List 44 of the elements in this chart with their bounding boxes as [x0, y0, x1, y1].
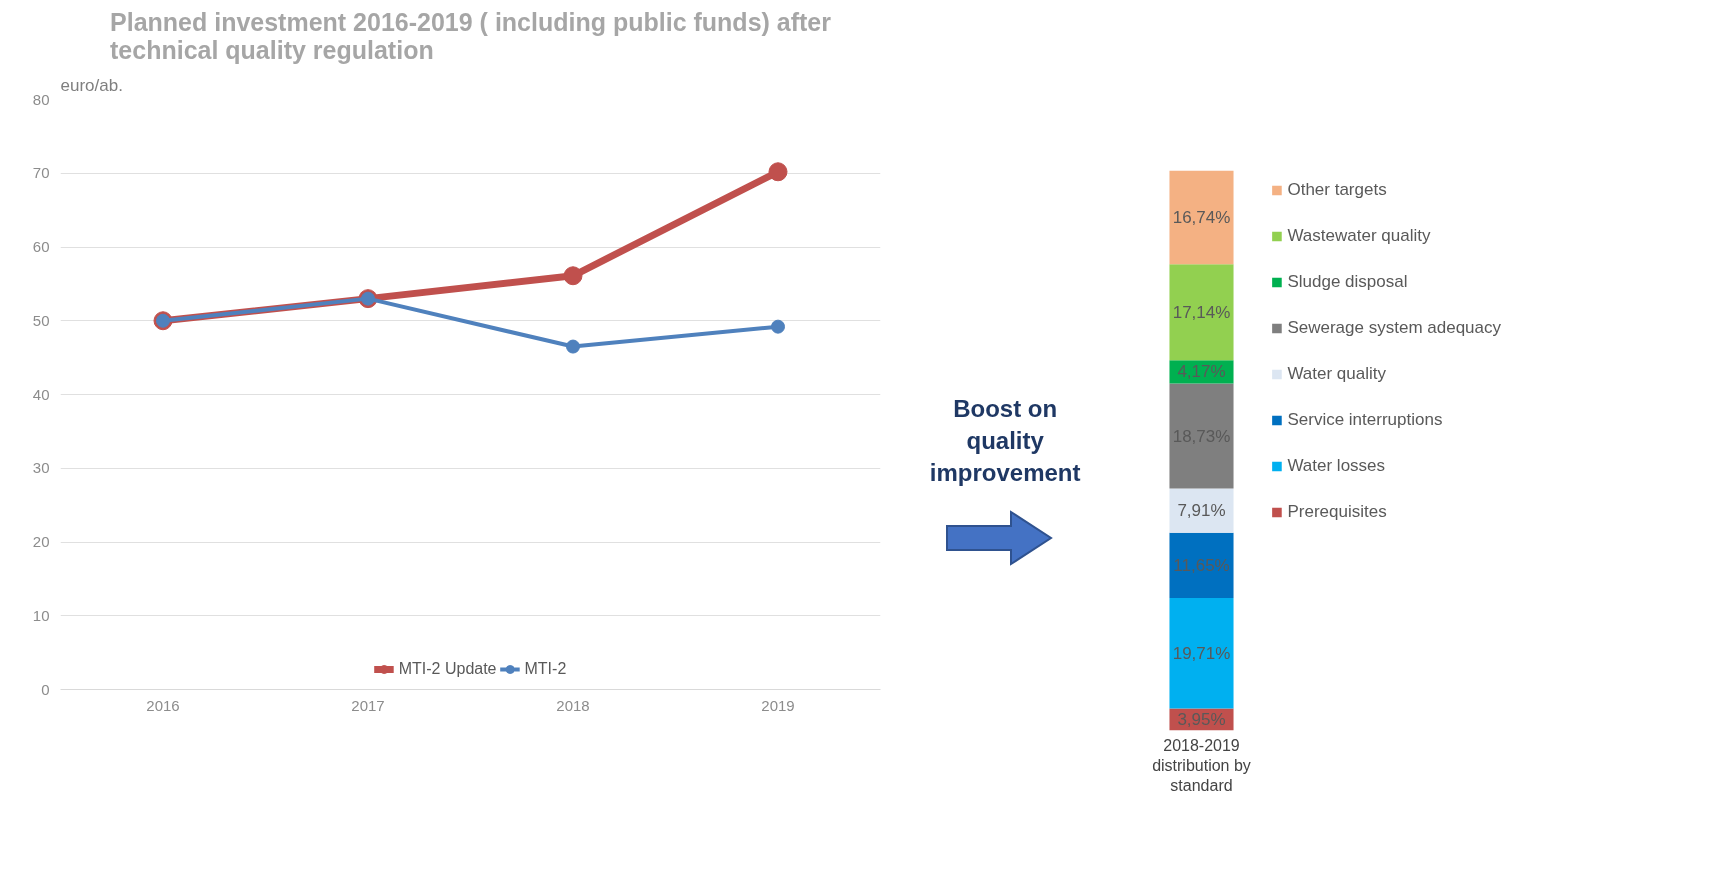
x-tick-label: 2017 — [351, 696, 385, 714]
y-tick-label: 20 — [32, 533, 50, 550]
bar — [1169, 383, 1234, 489]
x-tick-label: 2018 — [556, 696, 590, 714]
text: Boost on quality improvement — [929, 394, 1081, 487]
legend-label: Sewerage system adequacy — [1287, 318, 1501, 338]
data-label: 11,65% — [1173, 555, 1230, 575]
bar — [1169, 488, 1234, 533]
x-tick-label: 2019 — [761, 696, 795, 714]
legend-label: MTI-2 — [524, 660, 567, 678]
y-tick-label: 50 — [32, 311, 50, 329]
data-label: 3,95% — [1177, 709, 1226, 729]
bar — [1169, 264, 1234, 361]
legend-label: Sludge disposal — [1287, 272, 1408, 292]
legend-label: Other targets — [1287, 180, 1387, 200]
bar — [1169, 532, 1234, 598]
y-tick-label: 80 — [32, 90, 50, 108]
data-label: 7,91% — [1177, 501, 1226, 521]
legend-label: Water quality — [1287, 364, 1387, 384]
legend-label: Water losses — [1287, 456, 1386, 476]
chart-title: Planned investment 2016-2019 ( including public funds) after technical quality regulation — [110, 7, 832, 64]
y-tick-label: 30 — [32, 459, 50, 477]
y-tick-label: 60 — [32, 238, 50, 255]
point — [771, 319, 785, 334]
y-tick-label: 0 — [41, 680, 50, 698]
y-axis-title: euro/ab. — [60, 75, 123, 95]
x-tick-label: 2016 — [146, 696, 180, 714]
x-axis-title: 2018-2019 distribution by standard — [1152, 736, 1251, 795]
y-tick-label: 70 — [32, 164, 50, 182]
legend-label: Prerequisites — [1287, 502, 1387, 522]
legend-label: Service interruptions — [1287, 410, 1443, 430]
data-label: 17,14% — [1172, 302, 1231, 322]
legend-label: MTI-2 Update — [398, 660, 497, 678]
point — [566, 339, 580, 354]
data-label: 4,17% — [1177, 362, 1226, 382]
y-tick-label: 40 — [32, 385, 50, 403]
point — [563, 266, 583, 286]
data-label: 16,74% — [1172, 207, 1231, 227]
legend-label: Wastewater quality — [1287, 226, 1431, 246]
point — [768, 162, 788, 182]
data-label: 19,71% — [1172, 643, 1231, 663]
bar — [1169, 598, 1234, 709]
bar — [1169, 170, 1234, 265]
y-tick-label: 10 — [32, 606, 50, 624]
